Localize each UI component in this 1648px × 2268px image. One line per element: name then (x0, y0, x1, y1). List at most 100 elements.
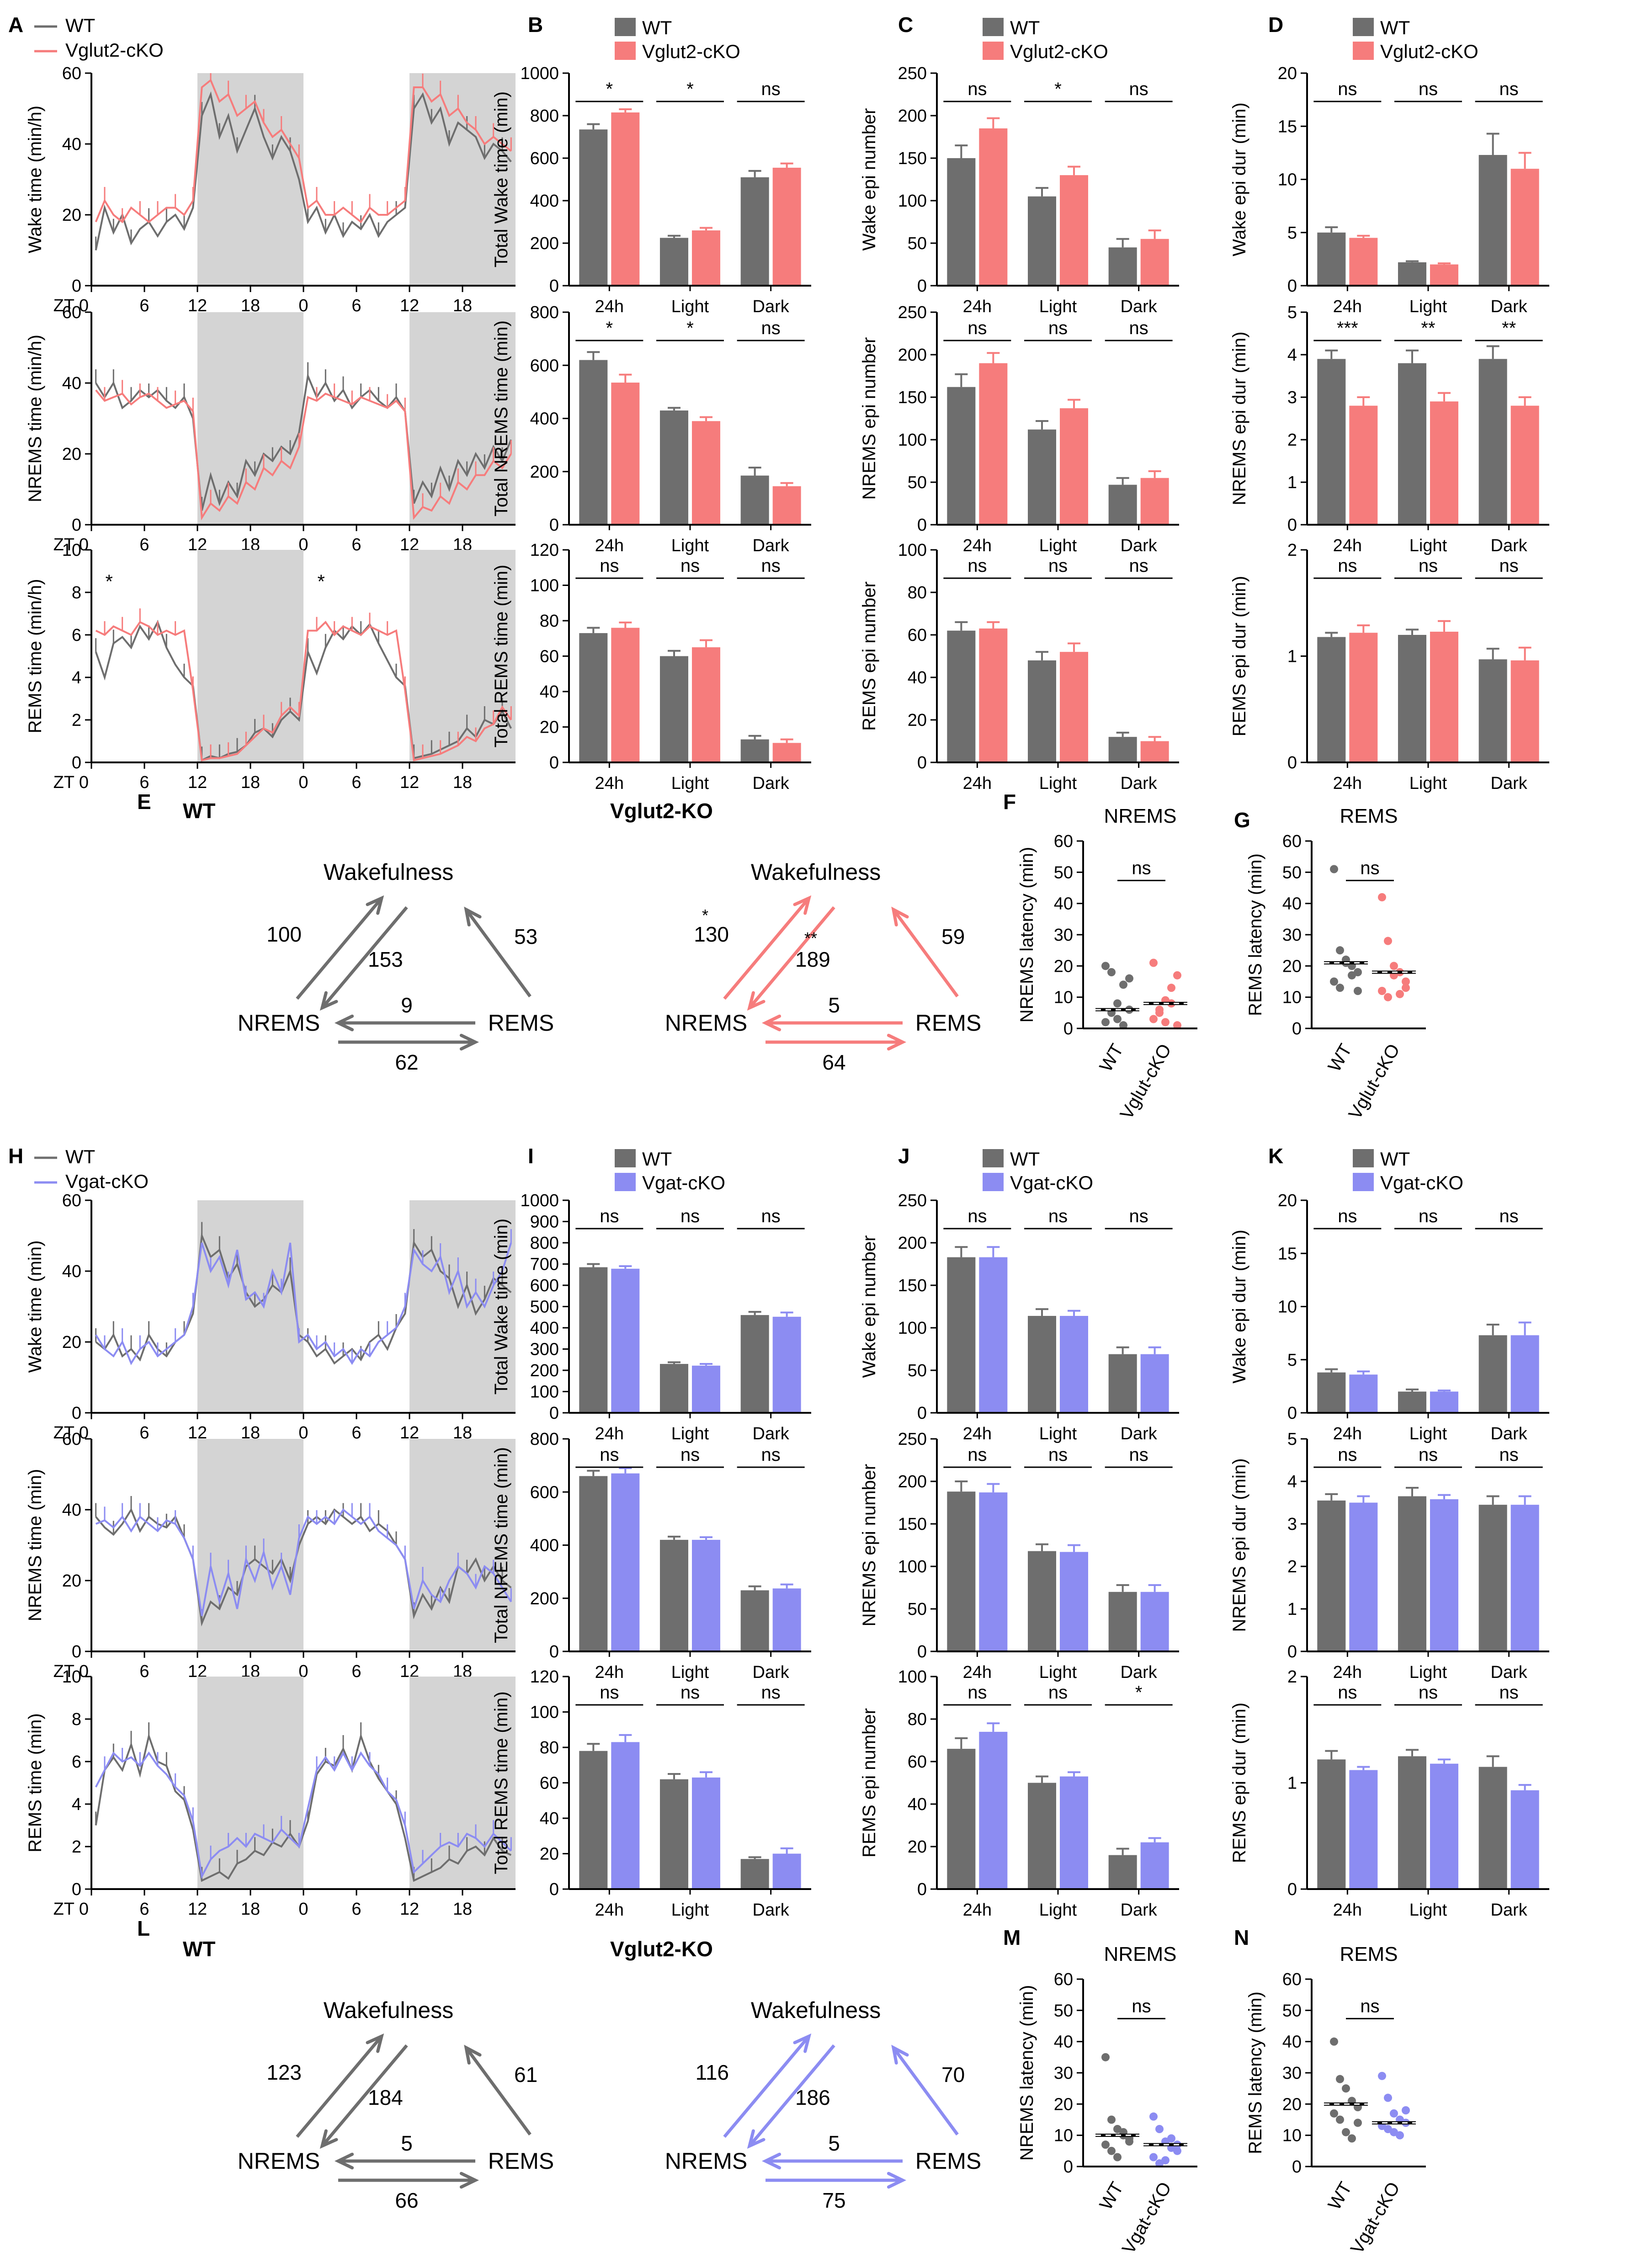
bar-wt (1108, 484, 1137, 525)
legend-label-ko: Vgat-cKO (1010, 1172, 1093, 1193)
x-tick-label: Dark (753, 1901, 790, 1920)
bar-wt (1478, 1505, 1507, 1651)
y-tick-label: 250 (898, 1191, 927, 1210)
y-tick-label: 250 (898, 303, 927, 322)
bar-ko (692, 1777, 720, 1889)
arrow-wake-to-nrems (321, 2044, 408, 2147)
legend-swatch-wt (1353, 1149, 1374, 1167)
x-tick-label: 24h (1333, 1901, 1362, 1920)
y-tick-label: 40 (62, 1501, 81, 1520)
significance-label: ns (1132, 858, 1151, 878)
significance-label: * (686, 318, 694, 338)
count-rems-to-nrems: 5 (828, 2131, 840, 2155)
legend-swatch-ko (615, 42, 636, 60)
panel-letter-a: A (8, 13, 23, 37)
data-point (1384, 993, 1392, 1001)
arrow-wake-to-nrems (321, 906, 408, 1009)
count-nrems-to-wake: 100 (266, 922, 302, 946)
bar-chart-c: ns 24h ns Light ns Dark 0 50 100 150 200 250 NREMS e… (859, 303, 1179, 555)
data-point (1113, 1015, 1122, 1023)
y-tick-label: 0 (549, 1642, 559, 1661)
significance-label: ns (680, 1682, 700, 1703)
y-tick-label: 80 (908, 1710, 927, 1729)
y-tick-label: 100 (530, 1703, 559, 1722)
bar-chart-i: ns 24h ns Light ns Dark 0 20 40 60 80 100 120 Total R… (491, 1667, 811, 1920)
dark-phase-shade (197, 550, 303, 762)
legend-label-wt: WT (65, 1146, 95, 1167)
y-tick-label: 250 (898, 64, 927, 83)
y-tick-label: 5 (1287, 1351, 1297, 1370)
significance-label: * (606, 79, 613, 99)
y-tick-label: 150 (898, 149, 927, 168)
line-chart-a: 0 2 4 6 8 10 ZT 0 6 12 18 0 6 12 18 REMS time (min/h) *… (25, 541, 516, 792)
node-wakefulness: Wakefulness (324, 1997, 453, 2023)
node-rems: REMS (915, 1010, 981, 1036)
significance-label: ns (1129, 1445, 1148, 1465)
y-tick-label: 0 (1063, 1019, 1073, 1038)
arrow-wake-to-nrems-head (319, 2129, 338, 2149)
x-tick-label: 18 (453, 773, 472, 792)
x-tick-label: Dark (1121, 297, 1158, 316)
y-tick-label: 20 (1278, 1191, 1297, 1210)
significance-label: ns (600, 1206, 619, 1226)
count-wake-to-nrems: 153 (368, 948, 403, 971)
bar-chart-k: ns 24h ns Light ns Dark 0 1 2 REMS epi dur (min) (1229, 1667, 1549, 1920)
dark-phase-shade (409, 550, 516, 762)
x-tick-label: 6 (351, 535, 361, 554)
bar-wt (947, 1749, 976, 1889)
y-tick-label: 0 (1287, 1404, 1297, 1423)
significance-label: ns (1360, 1996, 1379, 2016)
data-point (1330, 865, 1338, 873)
bar-chart-d: ns 24h ns Light ns Dark 0 1 2 REMS epi dur (min) (1229, 541, 1549, 793)
arrow-rems-to-wake-head (891, 2044, 909, 2065)
y-tick-label: 30 (1282, 2064, 1302, 2083)
legend: WT Vglut2-cKO (983, 17, 1108, 62)
y-tick-label: 0 (1287, 1880, 1297, 1899)
legend-swatch-ko (1353, 1173, 1374, 1191)
bar-wt (740, 1315, 769, 1413)
arrow-nrems-to-wake (296, 2035, 383, 2138)
bar-wt (579, 1751, 608, 1889)
y-tick-label: 5 (1287, 224, 1297, 243)
y-axis-label: NREMS time (min) (25, 1469, 45, 1621)
arrow-wake-to-nrems-head (747, 2129, 766, 2149)
y-tick-label: 20 (62, 1571, 81, 1591)
node-wakefulness: Wakefulness (751, 859, 881, 885)
bar-wt (1317, 637, 1346, 762)
arrow-rems-to-wake-head (891, 906, 909, 926)
series-line-ko (95, 389, 512, 521)
y-tick-label: 800 (530, 303, 559, 322)
bar-ko (611, 1742, 640, 1889)
x-tick-label: Dark (753, 297, 790, 316)
arrow-rems-to-wake (892, 908, 959, 998)
y-tick-label: 40 (540, 682, 559, 702)
count-nrems-to-wake: 130 (694, 922, 729, 946)
significance-label: ns (968, 556, 987, 576)
y-tick-label: 20 (62, 445, 81, 464)
y-axis-label: REMS latency (min) (1245, 853, 1265, 1016)
bar-ko (772, 743, 801, 762)
legend: WT Vglut2-cKO (34, 15, 164, 61)
x-tick-label: 0 (298, 773, 308, 792)
node-wakefulness: Wakefulness (324, 859, 453, 885)
y-tick-label: 80 (540, 612, 559, 631)
y-axis-label: Total NREMS time (min) (491, 320, 511, 516)
data-point (1390, 962, 1398, 970)
y-tick-label: 40 (1282, 894, 1302, 914)
x-tick-label: 24h (595, 774, 624, 793)
transition-diagram: Vglut2-KO Wakefulness NREMS REMS 116 186 70 5 75 (610, 1937, 981, 2212)
legend-label-wt: WT (1380, 17, 1410, 38)
y-tick-label: 30 (1054, 926, 1073, 945)
significance-label: * (1135, 1682, 1143, 1703)
x-tick-label: 24h (963, 774, 992, 793)
y-tick-label: 0 (72, 753, 81, 772)
bar-ko (979, 1731, 1008, 1889)
bar-ko (692, 421, 720, 525)
bar-wt (1028, 660, 1056, 762)
y-tick-label: 120 (530, 1667, 559, 1687)
count-wake-to-nrems: 184 (368, 2086, 403, 2109)
bar-chart-d: ns 24h ns Light ns Dark 0 5 10 15 20 Wake epi dur (… (1229, 64, 1549, 316)
data-point (1119, 1021, 1127, 1030)
bar-ko (1430, 1499, 1458, 1651)
